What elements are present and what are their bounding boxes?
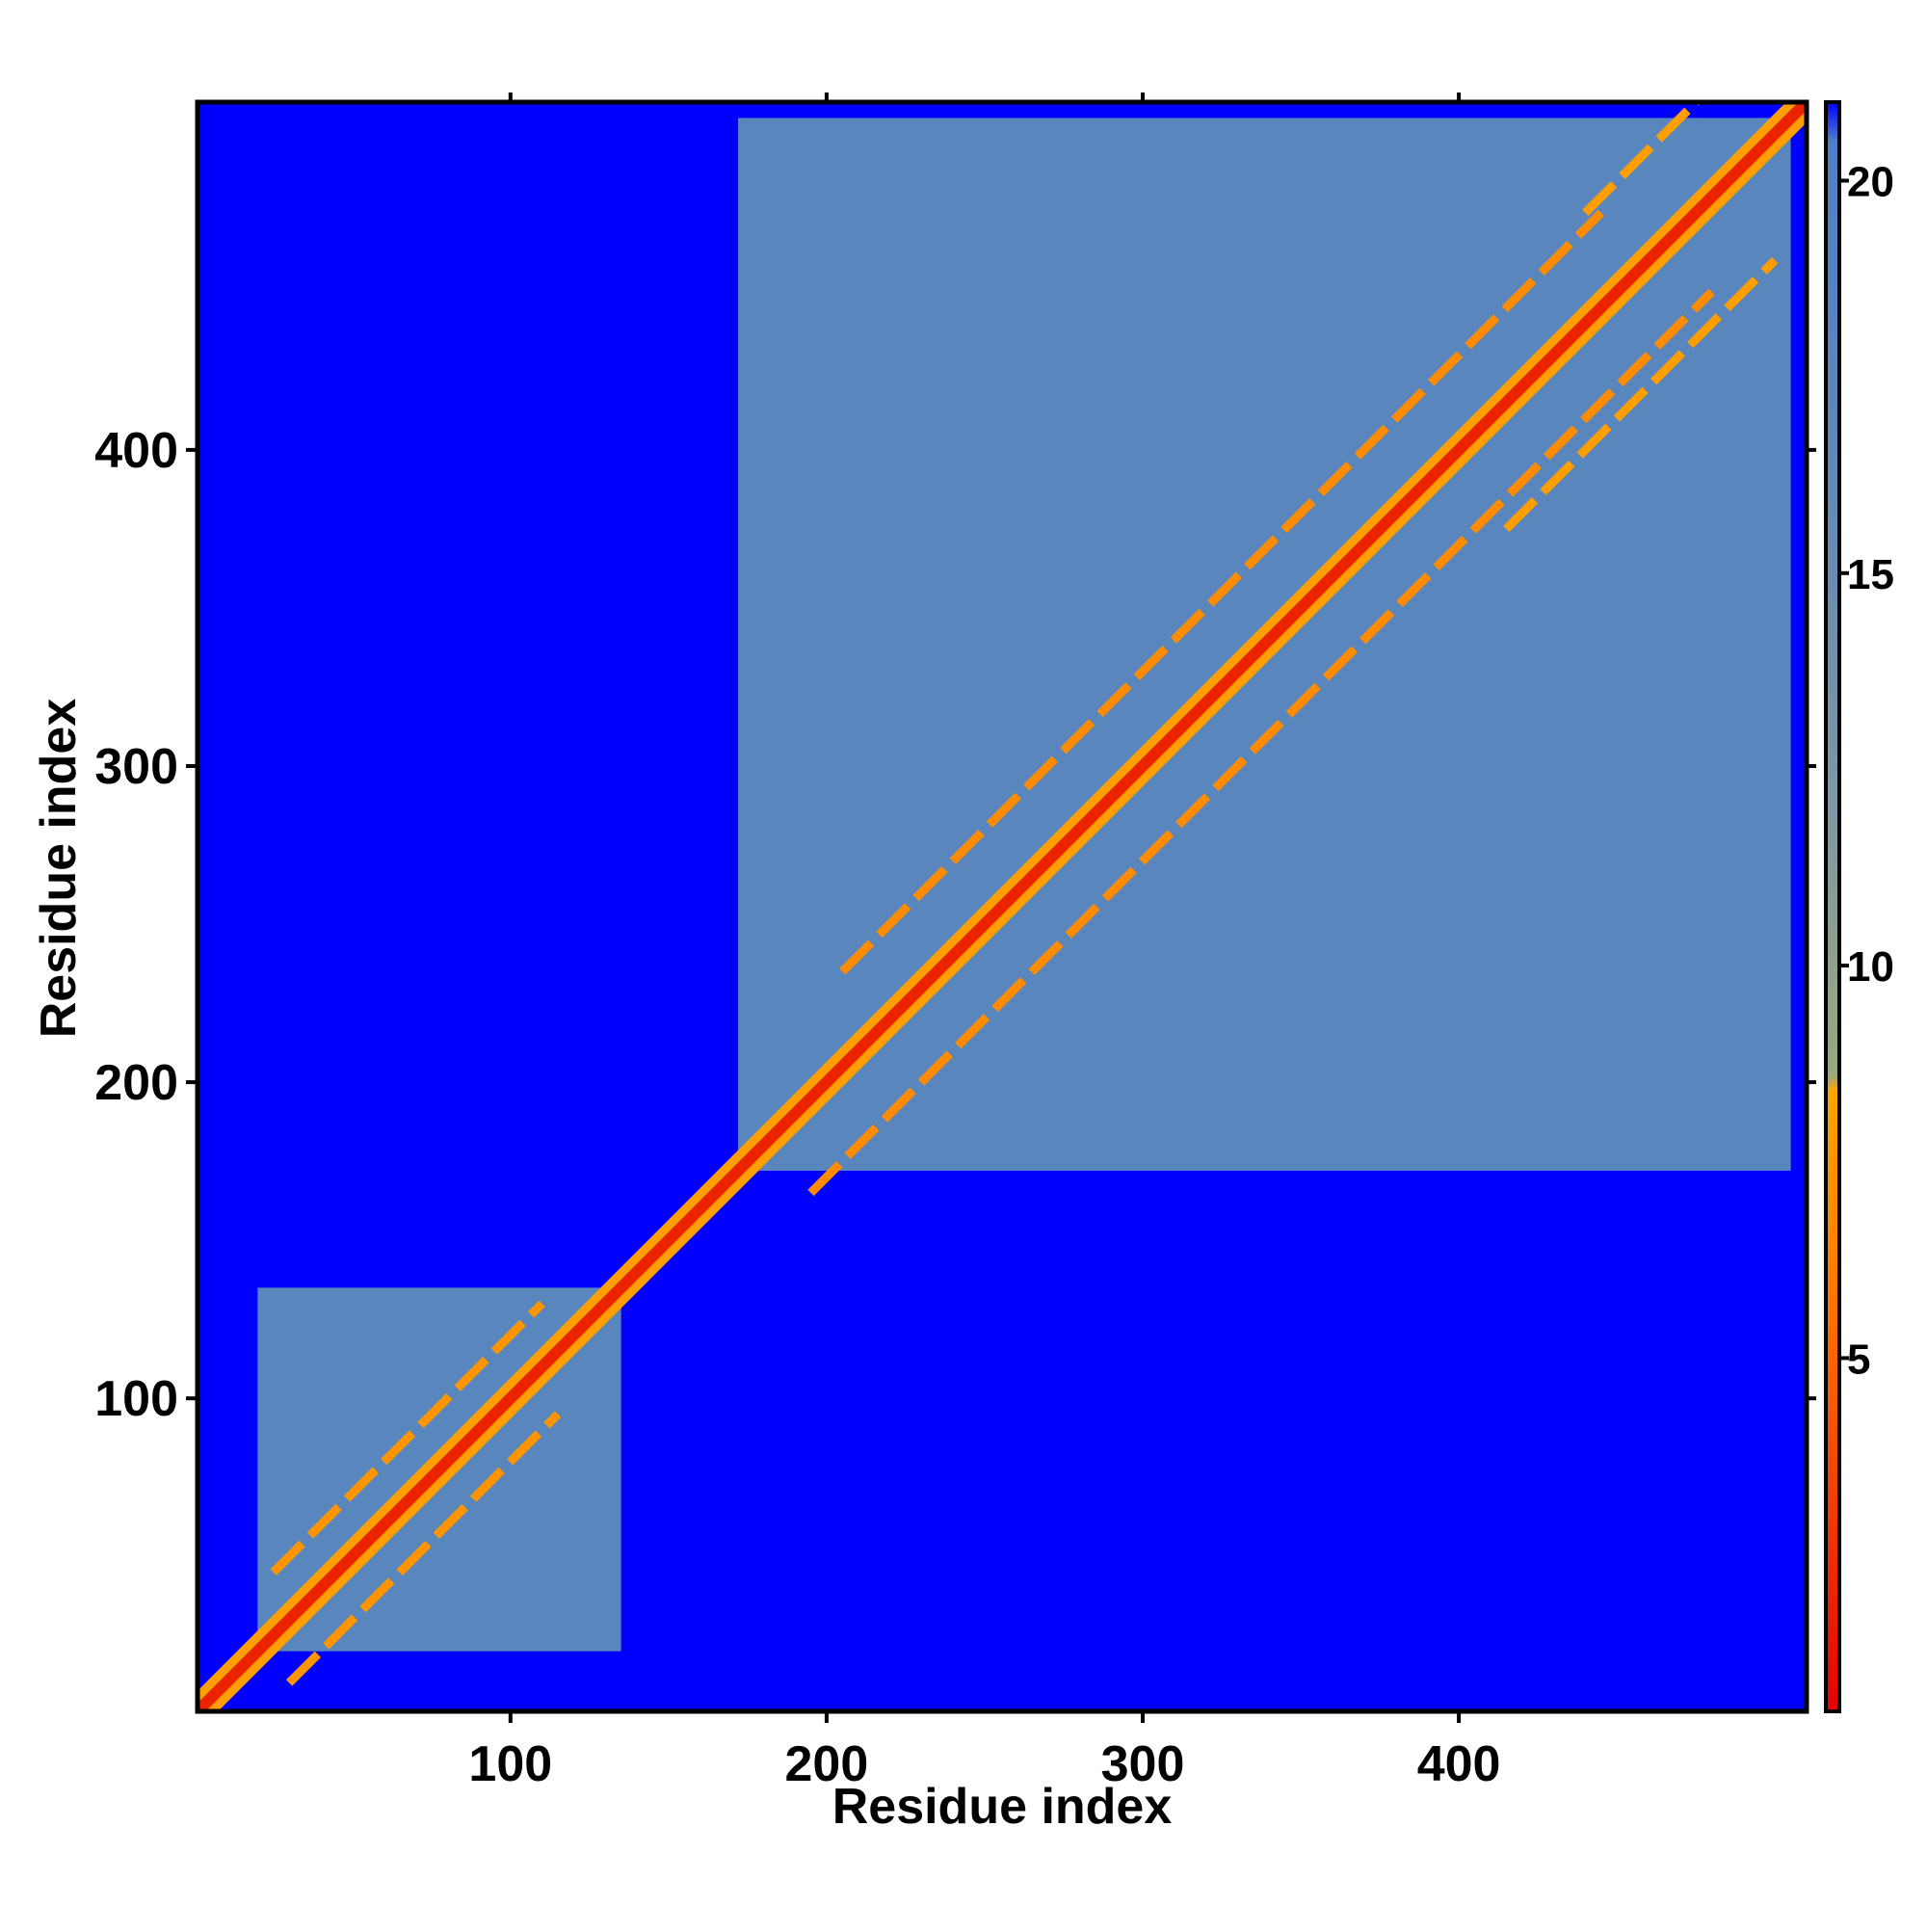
x-axis-label: Residue index: [832, 1779, 1173, 1835]
colorbar: [1824, 100, 1841, 1713]
heatmap-band-4: [1582, 102, 1703, 217]
heatmap-band-0: [839, 209, 1604, 975]
colorbar-tick-label: 10: [1847, 943, 1894, 991]
x-tick-label: 100: [468, 1736, 552, 1792]
x-tick-label: 400: [1417, 1736, 1501, 1792]
heatmap-band-2: [270, 1300, 545, 1575]
colorbar-tick-label: 20: [1847, 158, 1894, 205]
y-axis-label: Residue index: [31, 699, 87, 1039]
plot-frame: [195, 99, 1809, 1714]
heatmap-diagonal: [198, 102, 1807, 1711]
colorbar-tick-label: 5: [1847, 1336, 1870, 1383]
x-axis: 100 200 300 400: [468, 93, 1500, 1792]
heatmap-band-1: [807, 288, 1715, 1197]
y-tick-label: 400: [94, 423, 178, 479]
heatmap-area: [198, 102, 1807, 1711]
heatmap-band-5: [1503, 256, 1779, 533]
y-tick-label: 200: [94, 1055, 178, 1111]
colorbar-tick-label: 15: [1847, 551, 1894, 598]
x-tick-label: 200: [785, 1736, 869, 1792]
y-axis: 100 200 300 400: [94, 423, 1816, 1427]
colorbar-axis: 5 10 15 20: [1839, 158, 1894, 1383]
y-tick-label: 300: [94, 739, 178, 795]
heatmap-band-3: [285, 1411, 562, 1686]
x-tick-label: 300: [1101, 1736, 1185, 1792]
y-tick-label: 100: [94, 1371, 178, 1427]
